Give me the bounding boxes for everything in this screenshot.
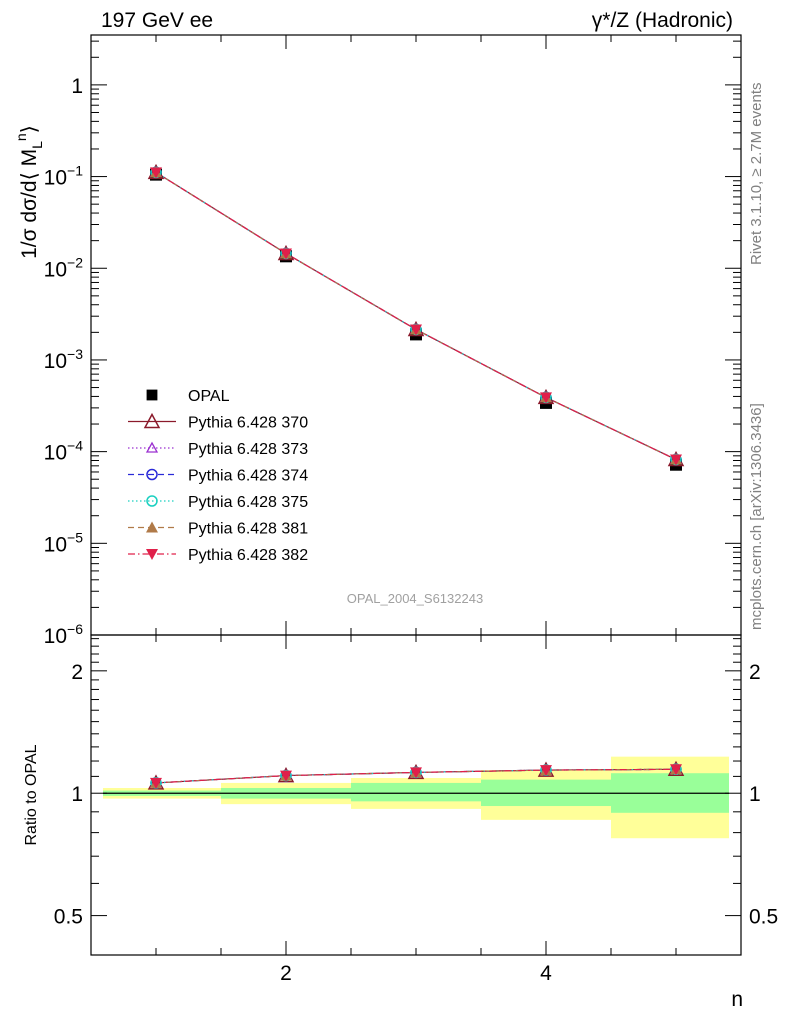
ratio-series-markers <box>147 760 685 790</box>
main-y-tick-base: 10 <box>44 350 67 373</box>
ratio-y-axis-label: Ratio to OPAL <box>23 744 40 845</box>
ratio-point-pythia-6-428-382 <box>410 767 422 779</box>
main-point-pythia-6-428-382 <box>150 167 162 179</box>
legend-marker-pythia-6-428-381 <box>146 521 158 533</box>
main-y-tick-exp: −1 <box>67 163 83 179</box>
ratio-point-pythia-6-428-382 <box>280 770 292 782</box>
legend-label-pythia-6-428-381: Pythia 6.428 381 <box>188 521 308 538</box>
main-y-tick-label: 10−4 <box>44 438 84 465</box>
ratio-point-pythia-6-428-382 <box>670 764 682 776</box>
legend: OPAL Pythia 6.428 370 Pythia 6.428 373 Pyth… <box>128 388 308 564</box>
x-axis-label: n <box>731 988 743 1011</box>
main-y-tick-exp: −5 <box>67 529 83 545</box>
main-y-tick-label: 1 <box>71 75 83 98</box>
ratio-y-tick-label: 0.5 <box>54 906 83 929</box>
main-y-tick-base: 10 <box>44 258 67 281</box>
main-y-tick-exp: −4 <box>67 438 83 454</box>
legend-label-opal: OPAL <box>188 388 230 405</box>
main-point-pythia-6-428-382 <box>670 454 682 466</box>
rivet-label: Rivet 3.1.10, ≥ 2.7M events <box>748 83 765 266</box>
main-y-tick-exp: −6 <box>67 621 83 637</box>
main-y-tick-label: 10−6 <box>44 621 84 648</box>
main-y-tick-base: 10 <box>44 167 67 190</box>
main-y-tick-base: 10 <box>44 625 67 648</box>
legend-label-pythia-6-428-370: Pythia 6.428 370 <box>188 415 308 432</box>
ratio-y-tick-label: 1 <box>71 783 83 806</box>
x-tick-label: 4 <box>540 962 552 985</box>
legend-label-pythia-6-428-374: Pythia 6.428 374 <box>188 468 308 485</box>
main-y-tick-label: 10−3 <box>44 346 84 373</box>
legend-marker-pythia-6-428-373 <box>145 441 159 453</box>
main-y-tick-exp: −3 <box>67 346 83 362</box>
ratio-point-pythia-6-428-382 <box>540 765 552 777</box>
ratio-y-tick-label-right: 0.5 <box>749 906 778 929</box>
mcplots-label: mcplots.cern.ch [arXiv:1306.3436] <box>748 403 765 630</box>
main-y-tick-exp: −2 <box>67 254 83 270</box>
legend-marker-pythia-6-428-375 <box>146 495 158 507</box>
legend-label-pythia-6-428-375: Pythia 6.428 375 <box>188 494 308 511</box>
main-series-markers <box>147 163 685 471</box>
main-y-axis-label-close: ⟩ <box>18 125 41 133</box>
chart-title-left: 197 GeV ee <box>101 9 213 32</box>
legend-label-pythia-6-428-373: Pythia 6.428 373 <box>188 441 308 458</box>
chart-title-right: γ*/Z (Hadronic) <box>592 9 733 32</box>
ratio-y-tick-label-right: 1 <box>749 783 761 806</box>
x-tick-label: 2 <box>280 962 292 985</box>
main-line-pythia-6-428-382 <box>155 171 677 461</box>
main-point-pythia-6-428-382 <box>540 392 552 404</box>
analysis-id: OPAL_2004_S6132243 <box>347 591 483 606</box>
main-y-axis-label: 1/σ dσ/d⟨ MLn⟩ <box>13 125 45 259</box>
main-point-pythia-6-428-382 <box>280 248 292 260</box>
ratio-uncertainty-bands <box>103 756 729 839</box>
main-y-tick-label: 10−2 <box>44 254 84 281</box>
ratio-y-tick-label-right: 2 <box>749 661 761 684</box>
main-y-axis-label-sup: n <box>13 133 29 141</box>
axis-ticks: 10−610−510−410−310−210−112 40.5 0.51 12 2 <box>44 35 778 985</box>
legend-marker-pythia-6-428-382 <box>146 549 158 560</box>
legend-marker-pythia-6-428-374 <box>146 468 158 481</box>
main-y-tick-label: 10−5 <box>44 529 84 556</box>
ratio-band-inner <box>351 782 481 802</box>
main-point-pythia-6-428-382 <box>410 324 422 336</box>
main-y-tick-base: 10 <box>44 442 67 465</box>
main-y-tick-base: 10 <box>44 533 67 556</box>
legend-label-pythia-6-428-382: Pythia 6.428 382 <box>188 547 308 564</box>
main-y-tick-label: 10−1 <box>44 163 84 190</box>
legend-marker-opal <box>146 389 158 401</box>
main-y-axis-label-text: 1/σ dσ/d⟨ M <box>18 149 41 259</box>
ratio-y-tick-label: 2 <box>71 661 83 684</box>
ratio-point-pythia-6-428-382 <box>150 777 162 789</box>
legend-marker-pythia-6-428-370 <box>143 412 161 429</box>
main-y-axis-label-sub: L <box>29 141 45 149</box>
